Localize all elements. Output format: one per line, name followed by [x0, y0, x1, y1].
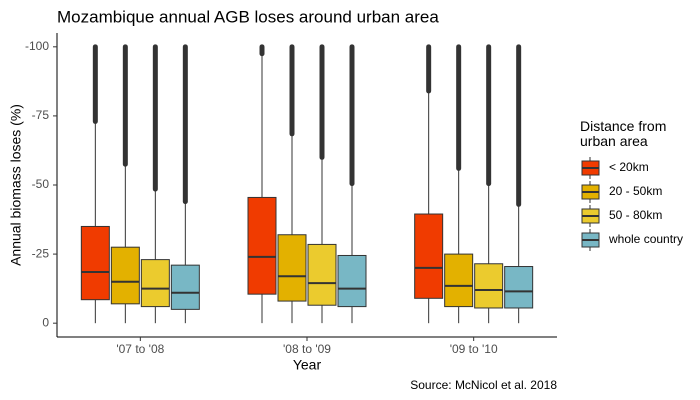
box: [110, 246, 140, 305]
chart-title: Mozambique annual AGB loses around urban…: [57, 7, 439, 26]
box: [414, 213, 444, 299]
legend-label: 20 - 50km: [609, 184, 662, 198]
x-tick-label: '08 to '09: [283, 342, 331, 356]
x-tick-label: '07 to '08: [116, 342, 164, 356]
legend-label: < 20km: [609, 160, 649, 174]
box: [80, 225, 110, 301]
box: [247, 196, 277, 295]
y-tick-label: -75: [32, 108, 50, 122]
box: [474, 263, 504, 309]
y-tick-label: -50: [32, 177, 50, 191]
legend-label: 50 - 80km: [609, 208, 662, 222]
box: [337, 254, 367, 308]
x-tick-label: '09 to '10: [450, 342, 498, 356]
y-tick-label: 0: [42, 315, 49, 329]
y-tick-label: -25: [32, 246, 50, 260]
box: [444, 253, 474, 308]
caption: Source: McNicol et al. 2018: [410, 378, 557, 392]
y-axis-label: Annual biomass loses (%): [8, 104, 24, 266]
y-tick-label: -100: [25, 39, 49, 53]
box: [140, 259, 170, 308]
legend-title: Distance from urban area: [580, 118, 667, 149]
box: [277, 234, 307, 302]
box: [170, 264, 200, 310]
legend-label: whole country: [608, 232, 683, 246]
box: [504, 266, 534, 309]
x-axis-label: Year: [293, 357, 322, 373]
box: [307, 243, 337, 306]
